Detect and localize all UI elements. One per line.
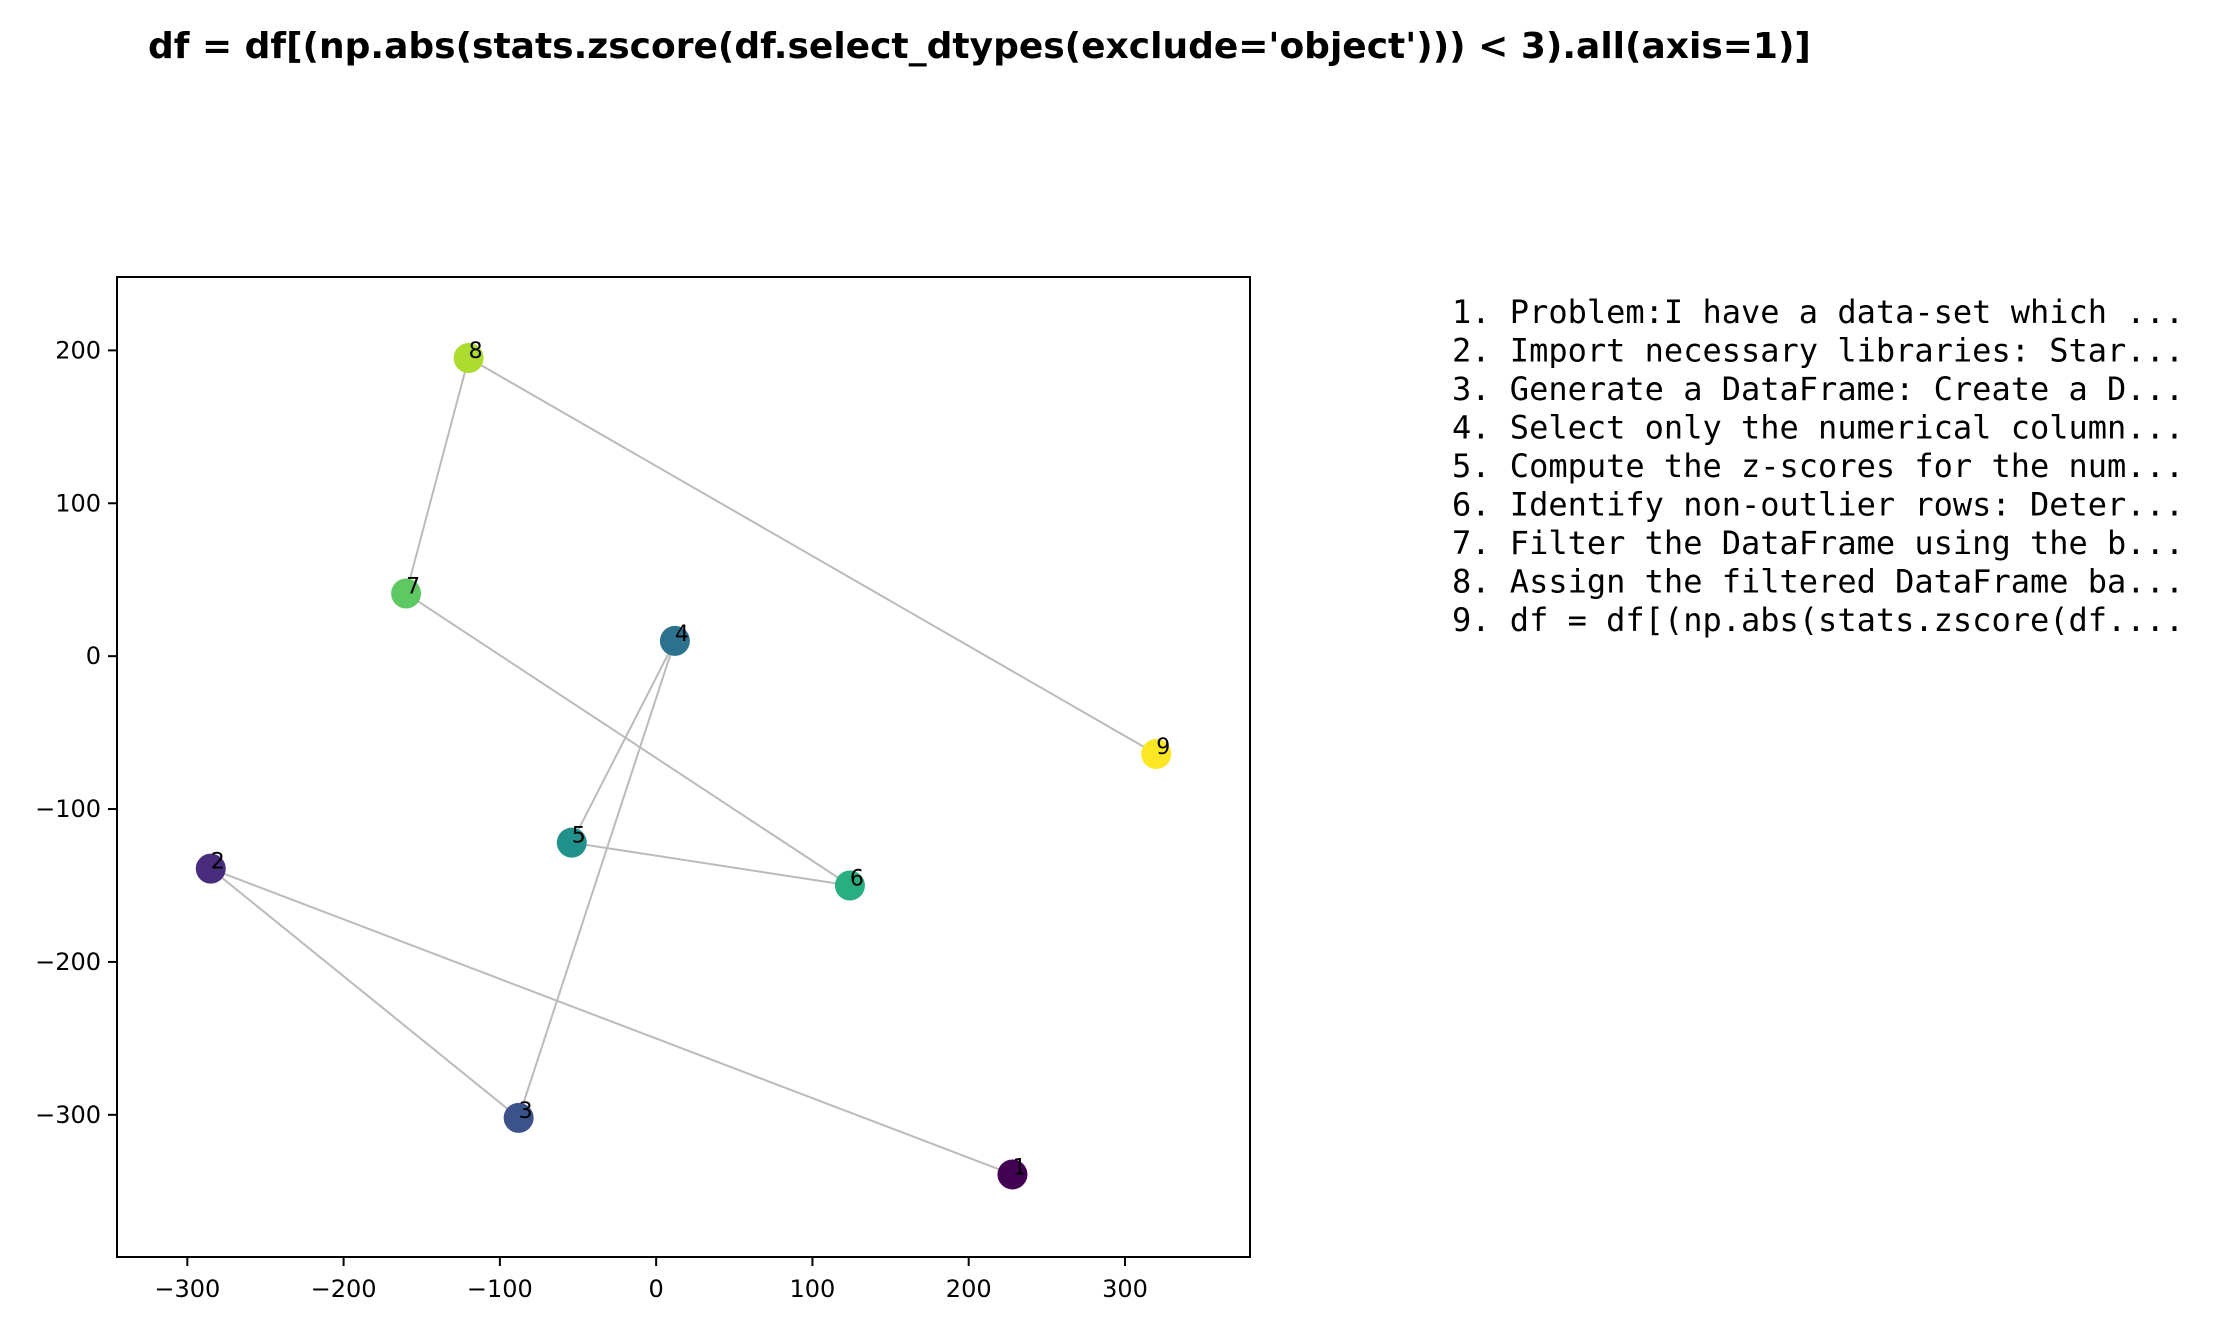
x-tick-label: −100 — [467, 1275, 533, 1303]
point-label: 3 — [519, 1099, 533, 1124]
y-tick-label: 100 — [55, 489, 101, 517]
data-point — [453, 343, 484, 374]
y-tick-label: −100 — [35, 795, 101, 823]
data-point — [503, 1102, 534, 1133]
chart-title: df = df[(np.abs(stats.zscore(df.select_d… — [148, 26, 1811, 67]
point-label: 5 — [572, 824, 586, 849]
step-item: 8. Assign the filtered DataFrame ba... — [1452, 563, 2184, 601]
step-item: 9. df = df[(np.abs(stats.zscore(df.... — [1452, 601, 2184, 639]
connector-line — [210, 867, 520, 1119]
y-tick-label: 0 — [86, 642, 101, 670]
step-item: 7. Filter the DataFrame using the b... — [1452, 524, 2184, 562]
x-tick-label: −300 — [154, 1275, 220, 1303]
plot-area-frame — [116, 276, 1251, 1258]
point-labels: 1 2 3 4 5 6 7 8 9 — [211, 339, 1170, 1180]
connector-line — [210, 867, 1013, 1176]
data-point — [391, 578, 422, 609]
connector-line — [517, 640, 676, 1119]
y-tick-label: −300 — [35, 1101, 101, 1129]
data-points — [195, 343, 1172, 1190]
steps-list: 1. Problem:I have a data-set which ...2.… — [1452, 293, 2184, 639]
x-tick-label: −200 — [311, 1275, 377, 1303]
point-label: 2 — [211, 850, 225, 875]
point-label: 1 — [1012, 1155, 1026, 1180]
step-item: 3. Generate a DataFrame: Create a D... — [1452, 370, 2184, 408]
point-label: 4 — [675, 622, 689, 647]
step-item: 4. Select only the numerical column... — [1452, 409, 2184, 447]
step-item: 6. Identify non-outlier rows: Deter... — [1452, 486, 2184, 524]
connector-line — [570, 640, 676, 844]
x-tick-label: 200 — [946, 1275, 992, 1303]
step-item: 2. Import necessary libraries: Star... — [1452, 332, 2184, 370]
step-item: 5. Compute the z-scores for the num... — [1452, 447, 2184, 485]
connector-lines — [210, 357, 1157, 1176]
connector-line — [571, 841, 851, 887]
connector-line — [468, 357, 1157, 755]
data-point — [997, 1159, 1028, 1190]
x-axis-ticks: −300 −200 −100 0 100 200 300 — [154, 1257, 1148, 1303]
y-tick-label: 200 — [55, 336, 101, 364]
y-axis-ticks: −300 −200 −100 0 100 200 — [35, 336, 117, 1129]
connector-line — [405, 592, 851, 887]
point-label: 7 — [406, 574, 420, 599]
data-point — [659, 625, 690, 656]
x-tick-label: 0 — [649, 1275, 664, 1303]
connector-line — [405, 357, 470, 594]
x-tick-label: 300 — [1102, 1275, 1148, 1303]
point-label: 9 — [1156, 735, 1170, 760]
data-point — [556, 827, 587, 858]
step-item: 1. Problem:I have a data-set which ... — [1452, 293, 2184, 331]
data-point — [1141, 739, 1172, 770]
data-point — [834, 870, 865, 901]
y-tick-label: −200 — [35, 948, 101, 976]
point-label: 8 — [469, 339, 483, 364]
data-point — [195, 853, 226, 884]
point-label: 6 — [850, 866, 864, 891]
x-tick-label: 100 — [790, 1275, 836, 1303]
